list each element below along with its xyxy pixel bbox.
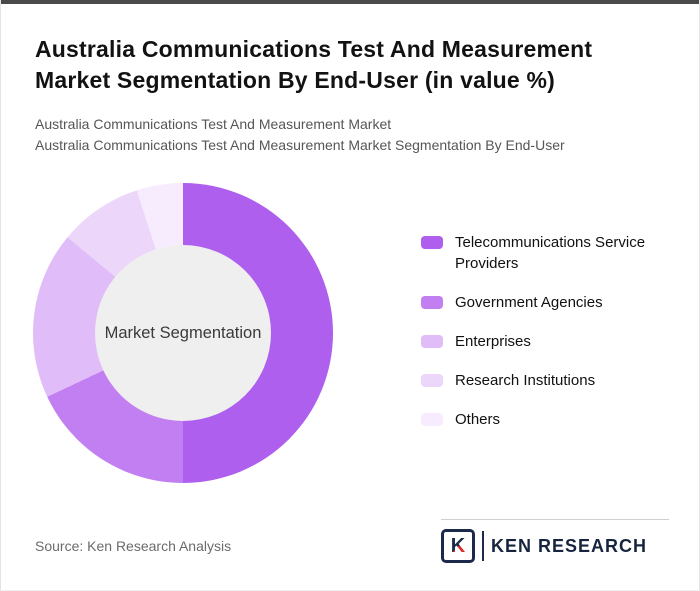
legend-label-government: Government Agencies (455, 294, 603, 311)
logo-monogram: K (450, 535, 466, 557)
brand-footer: K KEN RESEARCH (441, 519, 669, 563)
legend-item-telecom: Telecommunications Service Providers (421, 232, 667, 274)
legend-label-enterprises: Enterprises (455, 333, 531, 350)
legend-swatch-enterprises (421, 335, 443, 348)
legend-item-others: Others (421, 409, 667, 430)
source-note: Source: Ken Research Analysis (35, 538, 232, 554)
chart-subtitles: Australia Communications Test And Measur… (35, 114, 675, 156)
legend-item-research: Research Institutions (421, 370, 667, 391)
legend-swatch-research (421, 374, 443, 387)
logo-wordmark: KEN RESEARCH (491, 535, 648, 556)
logo-divider (482, 531, 484, 561)
subtitle-line-2: Australia Communications Test And Measur… (35, 137, 565, 153)
legend-item-government: Government Agencies (421, 292, 667, 313)
donut-center-label: Market Segmentation (104, 323, 262, 342)
donut-chart: Market Segmentation (33, 183, 333, 483)
legend-swatch-telecom (421, 236, 443, 249)
subtitle-line-1: Australia Communications Test And Measur… (35, 116, 392, 132)
donut-center: Market Segmentation (95, 245, 271, 421)
legend-swatch-others (421, 413, 443, 426)
top-accent-bar (1, 0, 699, 4)
legend-swatch-government (421, 296, 443, 309)
chart-legend: Telecommunications Service Providers Gov… (421, 232, 667, 430)
ken-research-logo-icon: K (441, 529, 475, 563)
legend-label-others: Others (455, 411, 501, 428)
legend-item-enterprises: Enterprises (421, 331, 667, 352)
page-title: Australia Communications Test And Measur… (35, 36, 593, 93)
legend-label-research: Research Institutions (455, 372, 596, 389)
legend-label-telecom: Telecommunications Service Providers (455, 234, 646, 272)
